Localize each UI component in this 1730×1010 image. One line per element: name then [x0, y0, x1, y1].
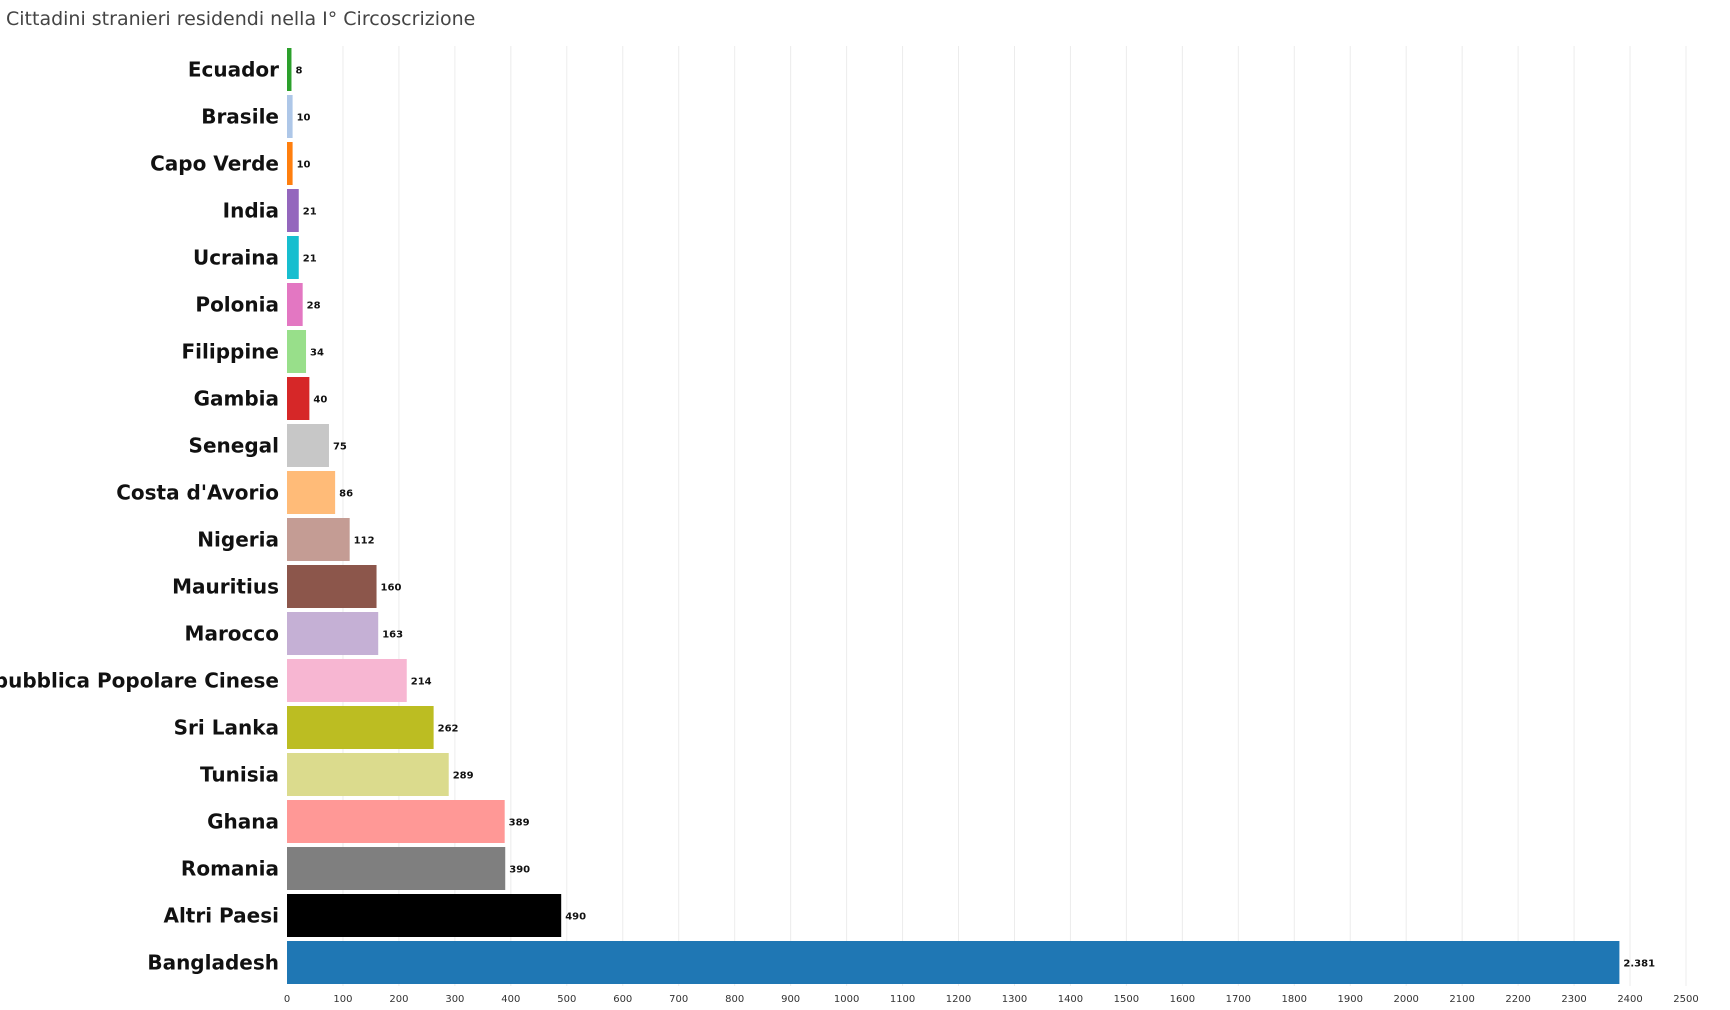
- data-label: 112: [354, 536, 375, 547]
- category-label: Marocco: [185, 622, 279, 646]
- x-tick-label: 2100: [1449, 994, 1474, 1005]
- category-label: Brasile: [201, 105, 279, 129]
- data-label: 28: [307, 301, 321, 312]
- category-label: Bangladesh: [147, 951, 279, 975]
- grid-layer: [342, 46, 1687, 986]
- data-label: 163: [382, 630, 403, 641]
- x-tick-label: 700: [669, 994, 688, 1005]
- x-tick-label: 500: [557, 994, 576, 1005]
- x-tick-label: 1400: [1058, 994, 1083, 1005]
- bar: [287, 518, 350, 561]
- category-label: Sri Lanka: [174, 716, 279, 740]
- x-tick-label: 900: [781, 994, 800, 1005]
- x-tick-label: 800: [725, 994, 744, 1005]
- x-tick-label: 100: [333, 994, 352, 1005]
- x-tick-label: 1600: [1170, 994, 1195, 1005]
- data-label: 160: [381, 583, 402, 594]
- bar: [287, 95, 293, 138]
- data-label: 21: [303, 207, 317, 218]
- category-label: Senegal: [189, 434, 279, 458]
- data-label: 390: [509, 865, 530, 876]
- bar: [287, 48, 292, 91]
- bar: [287, 612, 379, 655]
- data-label: 2.381: [1623, 959, 1655, 970]
- bar: [287, 471, 336, 514]
- category-label: Ucraina: [193, 246, 279, 270]
- bar: [287, 377, 310, 420]
- x-tick-label: 2400: [1617, 994, 1642, 1005]
- x-tick-label: 2300: [1561, 994, 1586, 1005]
- data-label: 40: [313, 395, 327, 406]
- bar: [287, 847, 506, 890]
- label-layer: Ecuador 8 Brasile 10 Capo Verde 10 India 21 Ucra…: [0, 58, 1655, 975]
- chart-title: Cittadini stranieri residendi nella I° C…: [6, 8, 476, 30]
- x-tick-label: 2200: [1505, 994, 1530, 1005]
- category-label: Nigeria: [197, 528, 279, 552]
- data-label: 21: [303, 254, 317, 265]
- bar: [287, 800, 505, 843]
- data-label: 10: [297, 113, 311, 124]
- category-label: Tunisia: [200, 763, 279, 787]
- x-tick-label: 1000: [834, 994, 859, 1005]
- x-tick-label: 1500: [1114, 994, 1139, 1005]
- category-label: Gambia: [194, 387, 279, 411]
- category-label: Ecuador: [188, 58, 279, 82]
- bar: [287, 424, 329, 467]
- data-label: 262: [438, 724, 459, 735]
- x-tick-label: 600: [613, 994, 632, 1005]
- category-label: Mauritius: [172, 575, 279, 599]
- data-label: 34: [310, 348, 324, 359]
- bar: [287, 142, 293, 185]
- category-label: India: [223, 199, 279, 223]
- bar: [287, 941, 1620, 984]
- x-tick-label: 2500: [1673, 994, 1698, 1005]
- category-label: Polonia: [195, 293, 279, 317]
- x-tick-label: 1100: [890, 994, 915, 1005]
- category-label: Capo Verde: [150, 152, 279, 176]
- bar: [287, 283, 303, 326]
- x-tick-label: 1800: [1282, 994, 1307, 1005]
- category-label: Altri Paesi: [163, 904, 279, 928]
- category-label: Costa d'Avorio: [116, 481, 279, 505]
- x-tick-label: 2000: [1393, 994, 1418, 1005]
- x-tick-label: 1200: [946, 994, 971, 1005]
- data-label: 75: [333, 442, 347, 453]
- data-label: 389: [509, 818, 530, 829]
- data-label: 8: [295, 66, 302, 77]
- data-label: 289: [453, 771, 474, 782]
- bar: [287, 236, 299, 279]
- x-tick-label: 400: [501, 994, 520, 1005]
- data-label: 214: [411, 677, 432, 688]
- bar: [287, 330, 307, 373]
- x-tick-label: 300: [445, 994, 464, 1005]
- bar: [287, 753, 449, 796]
- category-label: Repubblica Popolare Cinese: [0, 669, 279, 693]
- x-tick-label: 1700: [1226, 994, 1251, 1005]
- bar: [287, 565, 377, 608]
- x-tick-label: 0: [284, 994, 290, 1005]
- data-label: 86: [339, 489, 353, 500]
- x-axis-ticks: 0 100 200 300 400 500 600 700 800 900 1000 1100 1200…: [284, 994, 1699, 1005]
- category-label: Ghana: [207, 810, 279, 834]
- category-label: Filippine: [181, 340, 279, 364]
- x-tick-label: 1300: [1002, 994, 1027, 1005]
- bar: [287, 189, 299, 232]
- bar-layer: [287, 48, 1620, 984]
- x-tick-label: 200: [389, 994, 408, 1005]
- bar: [287, 706, 434, 749]
- bar: [287, 894, 562, 937]
- category-label: Romania: [181, 857, 279, 881]
- data-label: 490: [565, 912, 586, 923]
- data-label: 10: [297, 160, 311, 171]
- x-tick-label: 1900: [1338, 994, 1363, 1005]
- bar: [287, 659, 407, 702]
